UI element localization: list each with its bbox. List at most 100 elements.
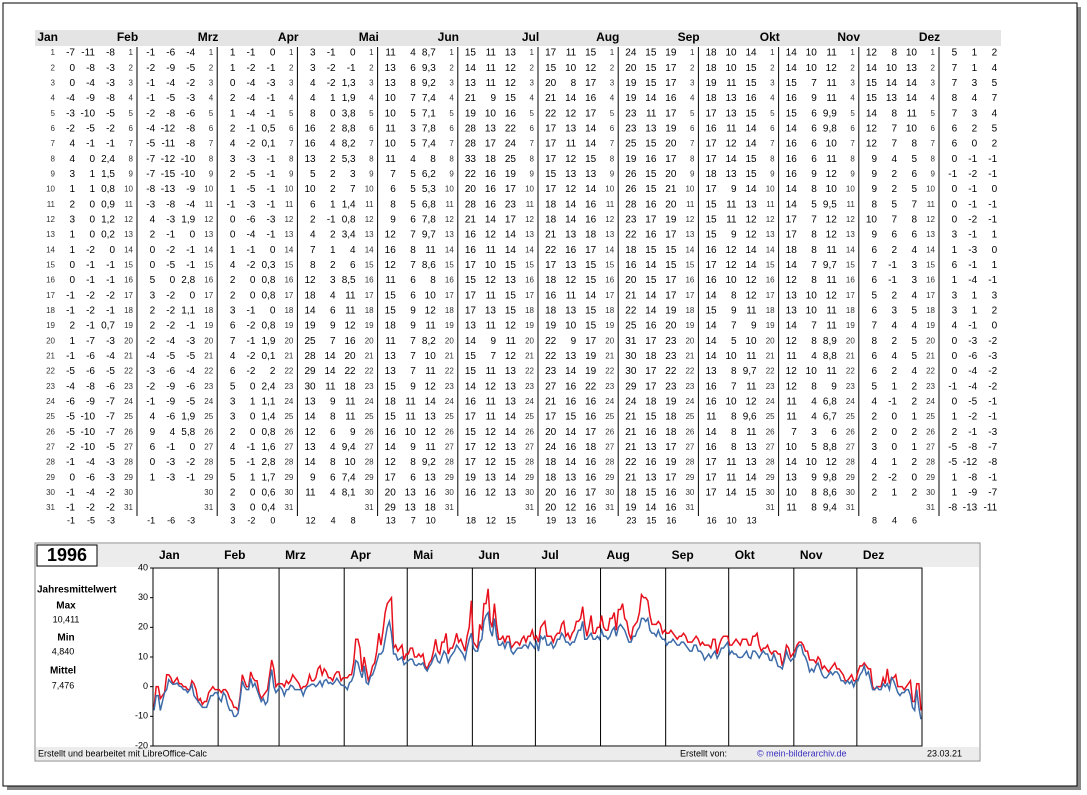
cell-value: 10	[565, 63, 577, 74]
cell-value: 0	[250, 381, 256, 392]
stats-title: Jahresmittelwert	[37, 585, 117, 596]
cell-value: 16	[705, 275, 717, 286]
cell-value: -1	[948, 381, 957, 392]
cell-value: 9	[871, 184, 877, 195]
cell-value: 2	[230, 123, 236, 134]
cell-value: 19	[665, 123, 677, 134]
cell-value: 9,3	[422, 63, 436, 74]
cell-value: -1	[988, 275, 997, 286]
cell-value: 2	[230, 427, 236, 438]
day-number: 28	[605, 458, 614, 467]
cell-value: 2	[891, 184, 897, 195]
cell-value: 4	[811, 412, 817, 423]
cell-value: 19	[665, 457, 677, 468]
cell-value: 6	[410, 63, 416, 74]
day-number: 25	[365, 412, 374, 421]
day-number: 15	[525, 260, 534, 269]
cell-value: 4	[891, 351, 897, 362]
cell-value: 10	[745, 336, 757, 347]
cell-value: 0	[350, 48, 356, 59]
cell-value: -8	[106, 48, 115, 59]
cell-value: 22	[545, 108, 557, 119]
cell-value: 8	[310, 108, 316, 119]
cell-value: -2	[888, 472, 897, 483]
cell-value: 7	[811, 215, 817, 226]
day-number: 3	[369, 78, 374, 87]
cell-value: 16	[465, 230, 477, 241]
day-number: 18	[124, 306, 133, 315]
cell-value: 2	[330, 123, 336, 134]
cell-value: 18	[665, 412, 677, 423]
day-number: 30	[926, 488, 935, 497]
cell-value: 5	[811, 442, 817, 453]
day-number: 15	[926, 260, 935, 269]
cell-value: 22	[665, 366, 677, 377]
cell-value: 14	[645, 260, 657, 271]
cell-value: 3	[992, 290, 998, 301]
month-header: Mrz	[198, 30, 219, 44]
day-number: 11	[285, 200, 294, 209]
cell-value: 22	[505, 123, 517, 134]
cell-value: 21	[625, 412, 637, 423]
cell-value: 6	[871, 351, 877, 362]
cell-value: 19	[625, 503, 637, 514]
day-number: 12	[846, 215, 855, 224]
day-number: 19	[46, 321, 55, 330]
cell-value: 18	[545, 472, 557, 483]
day-number: 8	[209, 154, 214, 163]
cell-value: 9	[571, 336, 577, 347]
day-number: 26	[284, 427, 293, 436]
day-number: 8	[931, 154, 936, 163]
cell-value: 11	[345, 412, 356, 423]
cell-value: 16	[585, 215, 597, 226]
day-number: 28	[46, 458, 55, 467]
day-number: 13	[204, 230, 213, 239]
cell-value: 0	[89, 230, 95, 241]
day-number: 31	[685, 503, 694, 512]
cell-value: 9	[410, 381, 416, 392]
cell-value: -10	[81, 108, 96, 119]
cell-value: 7	[992, 93, 998, 104]
cell-value: 8,1	[342, 488, 356, 499]
cell-value: 16	[565, 442, 577, 453]
cell-value: 17	[665, 472, 677, 483]
cell-value: 13	[485, 123, 497, 134]
cell-value: 1	[330, 199, 336, 210]
cell-value: 12	[725, 139, 737, 150]
cell-value: 11	[826, 366, 837, 377]
cell-value: 17	[645, 336, 657, 347]
cell-value: 9	[811, 472, 817, 483]
cell-value: 2	[330, 230, 336, 241]
cell-value: 14	[725, 154, 737, 165]
cell-value: 12	[786, 275, 798, 286]
cell-value: 12	[505, 351, 517, 362]
cell-value: 14	[866, 63, 878, 74]
cell-value: 6	[390, 184, 396, 195]
cell-value: 9	[811, 169, 817, 180]
day-number: 21	[204, 352, 213, 361]
day-number: 17	[445, 291, 454, 300]
day-number: 9	[449, 169, 454, 178]
day-number: 1	[850, 48, 855, 57]
cell-value: 14	[585, 139, 597, 150]
cell-value: -1	[146, 48, 155, 59]
cell-value: -3	[106, 457, 115, 468]
day-number: 26	[445, 427, 454, 436]
cell-value: 0,8	[261, 290, 275, 301]
cell-value: -5	[246, 184, 255, 195]
cell-value: 9,2	[422, 78, 436, 89]
day-number: 8	[850, 154, 855, 163]
day-number: 6	[610, 124, 615, 133]
cell-value: 11	[486, 48, 497, 59]
cell-value: 12	[385, 260, 397, 271]
cell-value: 17	[786, 215, 798, 226]
data-line	[153, 610, 922, 720]
cell-value: -1	[66, 503, 75, 514]
cell-value: 0	[972, 139, 978, 150]
cell-value: 13	[465, 321, 477, 332]
cell-value: 9	[731, 230, 737, 241]
cell-value: 18	[645, 351, 657, 362]
day-number: 16	[685, 276, 694, 285]
cell-value: -3	[146, 199, 155, 210]
day-number: 29	[525, 473, 534, 482]
